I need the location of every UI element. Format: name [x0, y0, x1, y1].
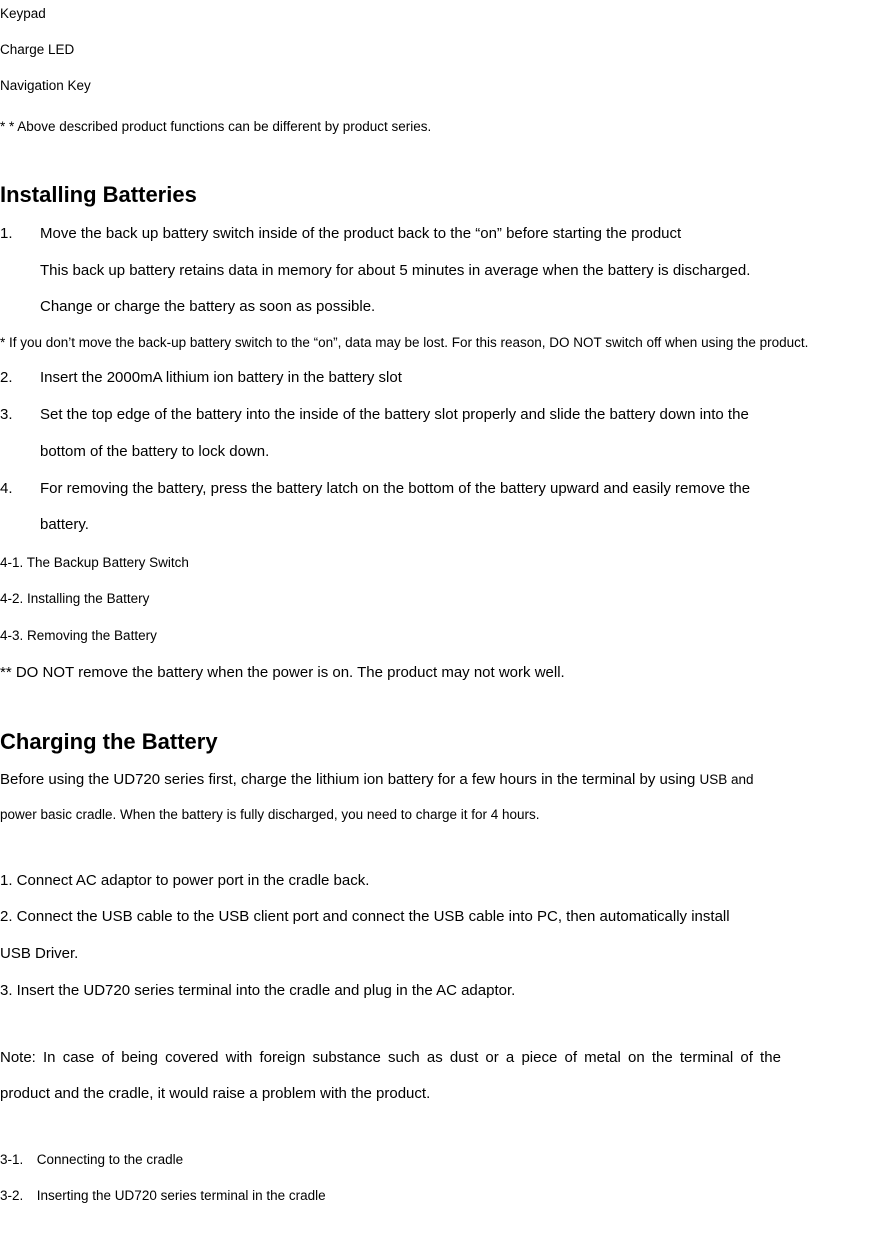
charge-step-2: 2. Connect the USB cable to the USB clie…: [0, 908, 884, 927]
subitem-4-3: 4-3. Removing the Battery: [0, 628, 884, 644]
list-continuation: This back up battery retains data in mem…: [0, 262, 884, 281]
charge-step-3: 3. Insert the UD720 series terminal into…: [0, 982, 884, 1001]
list-number: 3.: [0, 406, 40, 425]
label-charge-led: Charge LED: [0, 42, 884, 58]
list-item: 4. For removing the battery, press the b…: [0, 480, 884, 499]
note-line-2: product and the cradle, it would raise a…: [0, 1085, 884, 1104]
list-continuation: Change or charge the battery as soon as …: [0, 298, 884, 317]
subitem-4-2: 4-2. Installing the Battery: [0, 591, 884, 607]
list-number: 2.: [0, 369, 40, 388]
charge-step-2b: USB Driver.: [0, 945, 884, 964]
list-text: Set the top edge of the battery into the…: [40, 406, 884, 425]
top-footnote: * * Above described product functions ca…: [0, 119, 884, 135]
intro-line-1: Before using the UD720 series first, cha…: [0, 771, 884, 790]
subitem-4-1: 4-1. The Backup Battery Switch: [0, 555, 884, 571]
list-text: Move the back up battery switch inside o…: [40, 225, 884, 244]
label-keypad: Keypad: [0, 6, 884, 22]
charge-step-1: 1. Connect AC adaptor to power port in t…: [0, 872, 884, 891]
list-item: 1. Move the back up battery switch insid…: [0, 225, 884, 244]
note-line-1: Note: In case of being covered with fore…: [0, 1049, 884, 1068]
list-number: 1.: [0, 225, 40, 244]
intro-line-1-tail: USB and: [700, 772, 754, 787]
intro-line-2: power basic cradle. When the battery is …: [0, 807, 884, 823]
subitem-3-2: 3-2. Inserting the UD720 series terminal…: [0, 1188, 884, 1204]
list-item: 3. Set the top edge of the battery into …: [0, 406, 884, 425]
list-continuation: bottom of the battery to lock down.: [0, 443, 884, 462]
list-item: 2. Insert the 2000mA lithium ion battery…: [0, 369, 884, 388]
list-text: Insert the 2000mA lithium ion battery in…: [40, 369, 884, 388]
subitem-3-1: 3-1. Connecting to the cradle: [0, 1152, 884, 1168]
list-number: 4.: [0, 480, 40, 499]
heading-charging-battery: Charging the Battery: [0, 730, 884, 754]
label-navigation-key: Navigation Key: [0, 78, 884, 94]
warning-do-not-remove: ** DO NOT remove the battery when the po…: [0, 664, 884, 683]
list-continuation: battery.: [0, 516, 884, 535]
list-text: For removing the battery, press the batt…: [40, 480, 884, 499]
footnote-switch-warning: * If you don’t move the back-up battery …: [0, 335, 884, 351]
heading-installing-batteries: Installing Batteries: [0, 183, 884, 207]
intro-line-1-body: Before using the UD720 series first, cha…: [0, 771, 700, 788]
